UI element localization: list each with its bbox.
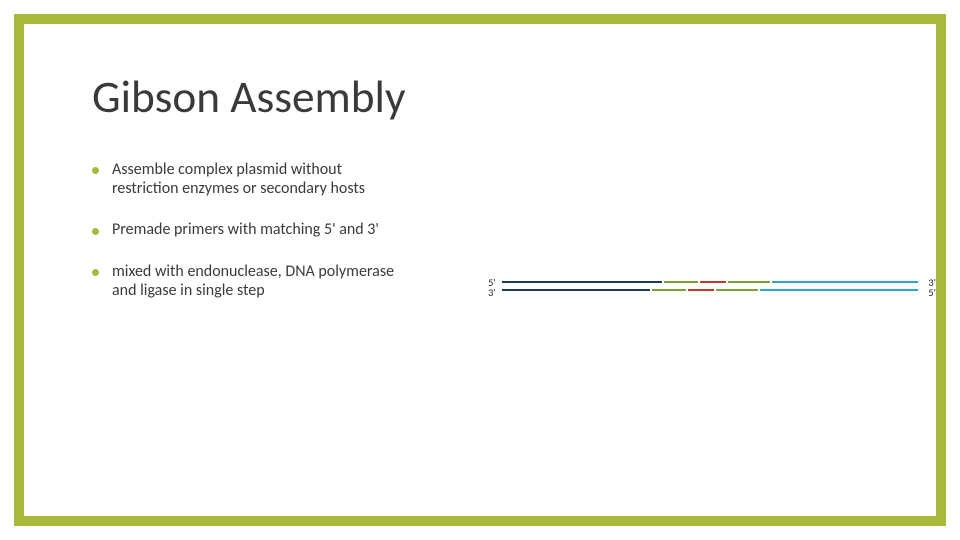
slide: Gibson Assembly Assemble complex plasmid… bbox=[0, 0, 960, 540]
dna-strand-segment bbox=[728, 281, 770, 283]
dna-strand-segment bbox=[664, 281, 698, 283]
dna-strand-segment bbox=[652, 289, 686, 291]
bullet-item: mixed with endonuclease, DNA polymerase … bbox=[92, 262, 412, 300]
dna-strand-segment bbox=[772, 281, 918, 283]
bullet-dot-icon bbox=[92, 269, 99, 276]
slide-title: Gibson Assembly bbox=[92, 70, 405, 125]
bullet-item: Premade primers with matching 5' and 3' bbox=[92, 220, 412, 239]
bullet-list: Assemble complex plasmid without restric… bbox=[92, 160, 412, 322]
bullet-text: mixed with endonuclease, DNA polymerase … bbox=[112, 262, 412, 300]
dna-strand-segment bbox=[502, 281, 662, 283]
dna-strand-segment bbox=[760, 289, 918, 291]
dna-strand-segment bbox=[700, 281, 726, 283]
dna-strand-segment bbox=[716, 289, 758, 291]
dna-strand-segment bbox=[688, 289, 714, 291]
bullet-text: Assemble complex plasmid without restric… bbox=[112, 160, 412, 198]
label-3-prime-left: 3' bbox=[488, 287, 496, 298]
bullet-item: Assemble complex plasmid without restric… bbox=[92, 160, 412, 198]
label-5-prime-right: 5' bbox=[928, 287, 936, 298]
dna-strand-segment bbox=[502, 289, 650, 291]
bullet-text: Premade primers with matching 5' and 3' bbox=[112, 220, 412, 239]
dna-diagram: 5' 3' 3' 5' bbox=[488, 278, 936, 300]
bullet-dot-icon bbox=[92, 167, 99, 174]
bullet-dot-icon bbox=[92, 228, 99, 235]
